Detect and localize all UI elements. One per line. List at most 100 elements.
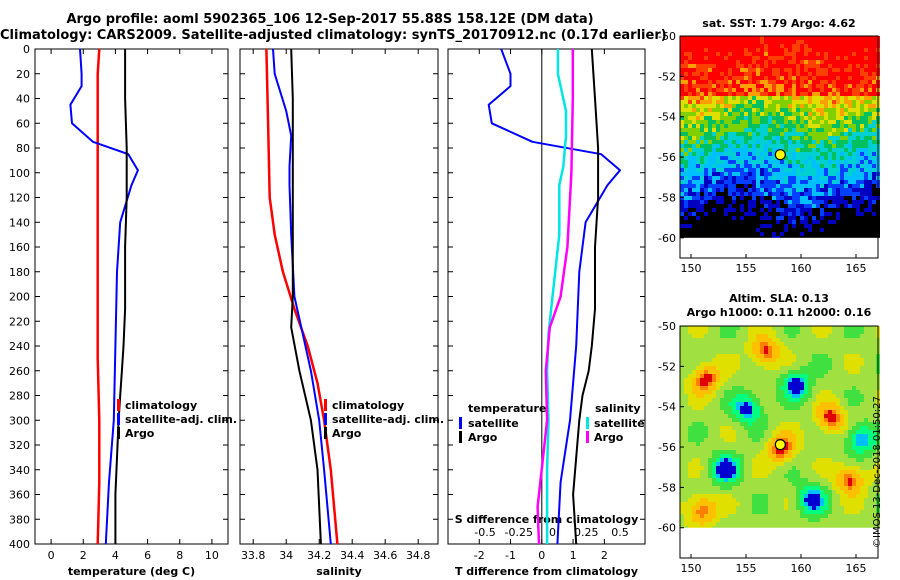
map-cell — [780, 458, 784, 462]
map-cell — [736, 40, 740, 44]
map-cell — [724, 148, 728, 152]
map-cell — [824, 228, 828, 232]
map-cell — [716, 52, 720, 56]
map-cell — [800, 88, 804, 92]
map-cell — [868, 366, 872, 370]
map-cell — [728, 450, 732, 454]
map-cell — [764, 136, 768, 140]
map-cell — [752, 418, 756, 422]
map-cell — [732, 120, 736, 124]
map-cell — [736, 212, 740, 216]
map-cell — [688, 462, 692, 466]
map-cell — [736, 132, 740, 136]
map-cell — [840, 394, 844, 398]
map-cell — [824, 140, 828, 144]
map-cell — [700, 168, 704, 172]
map-cell — [832, 180, 836, 184]
map-cell — [700, 430, 704, 434]
map-cell — [856, 128, 860, 132]
map-cell — [720, 104, 724, 108]
map-cell — [752, 212, 756, 216]
map-cell — [832, 438, 836, 442]
map-cell — [852, 148, 856, 152]
map-cell — [696, 374, 700, 378]
map-cell — [756, 196, 760, 200]
map-cell — [812, 378, 816, 382]
map-cell — [760, 84, 764, 88]
map-cell — [848, 64, 852, 68]
map-cell — [828, 148, 832, 152]
map-cell — [736, 208, 740, 212]
map-cell — [832, 470, 836, 474]
map-cell — [768, 188, 772, 192]
map-cell — [748, 128, 752, 132]
map-cell — [724, 446, 728, 450]
map-cell — [820, 462, 824, 466]
map-cell — [740, 60, 744, 64]
map-cell — [728, 370, 732, 374]
map-cell — [756, 334, 760, 338]
y-tick-label: 340 — [9, 464, 30, 477]
map-cell — [700, 394, 704, 398]
map-cell — [692, 112, 696, 116]
map-cell — [860, 442, 864, 446]
map-cell — [752, 192, 756, 196]
map-cell — [788, 156, 792, 160]
map-cell — [824, 96, 828, 100]
map-cell — [844, 132, 848, 136]
map-cell — [808, 168, 812, 172]
map-cell — [700, 232, 704, 236]
map-cell — [696, 216, 700, 220]
map-cell — [800, 414, 804, 418]
map-cell — [860, 354, 864, 358]
map-cell — [692, 454, 696, 458]
map-cell — [764, 220, 768, 224]
map-cell — [724, 172, 728, 176]
map-cell — [832, 334, 836, 338]
map-cell — [832, 228, 836, 232]
map-cell — [688, 204, 692, 208]
map-cell — [796, 204, 800, 208]
map-cell — [772, 44, 776, 48]
map-cell — [756, 164, 760, 168]
map-cell — [804, 394, 808, 398]
map-cell — [748, 446, 752, 450]
map-cell — [832, 442, 836, 446]
map-cell — [784, 96, 788, 100]
map-cell — [756, 454, 760, 458]
map-cell — [756, 56, 760, 60]
map-cell — [692, 36, 696, 40]
map-cell — [820, 454, 824, 458]
map-cell — [776, 430, 780, 434]
map-cell — [804, 112, 808, 116]
map-cell — [736, 358, 740, 362]
map-cell — [744, 68, 748, 72]
map-cell — [736, 228, 740, 232]
y-tick-label: 120 — [9, 192, 30, 205]
map-cell — [840, 232, 844, 236]
map-cell — [696, 450, 700, 454]
map-cell — [752, 386, 756, 390]
map-cell — [784, 374, 788, 378]
map-cell — [816, 470, 820, 474]
map-cell — [840, 386, 844, 390]
map-cell — [740, 168, 744, 172]
map-cell — [716, 326, 720, 330]
map-cell — [796, 398, 800, 402]
map-cell — [720, 346, 724, 350]
map-cell — [748, 450, 752, 454]
map-cell — [788, 116, 792, 120]
map-cell — [860, 228, 864, 232]
map-cell — [728, 458, 732, 462]
map-cell — [820, 446, 824, 450]
map-cell — [852, 104, 856, 108]
map-cell — [692, 152, 696, 156]
map-cell — [844, 204, 848, 208]
map-cell — [728, 136, 732, 140]
map-cell — [684, 406, 688, 410]
map-cell — [852, 124, 856, 128]
map-cell — [792, 220, 796, 224]
map-cell — [720, 474, 724, 478]
map-cell — [684, 446, 688, 450]
map-cell — [828, 216, 832, 220]
